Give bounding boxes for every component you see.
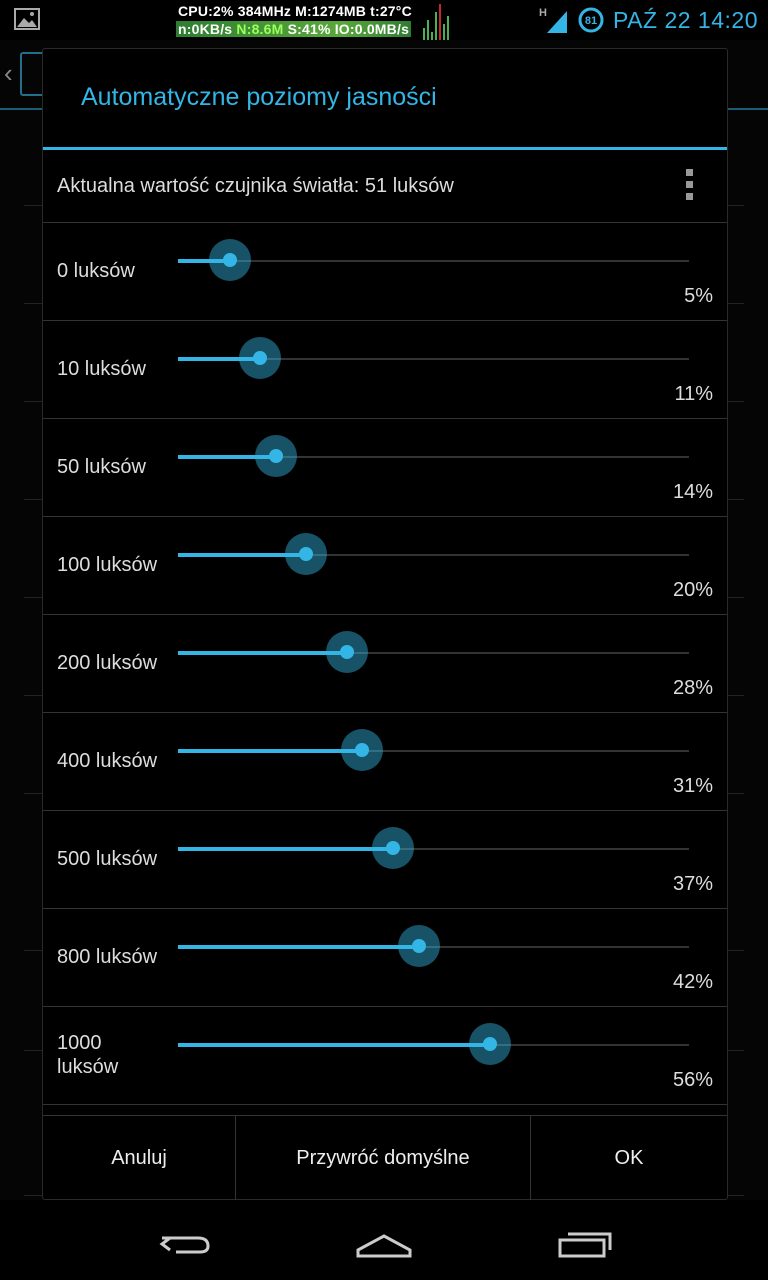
slider-fill: [178, 259, 230, 263]
slider-thumb[interactable]: [341, 729, 383, 771]
battery-icon: 81: [578, 7, 604, 33]
slider-thumb[interactable]: [209, 239, 251, 281]
level-lux-label: 100 luksów: [57, 554, 158, 576]
title-divider: [43, 147, 727, 150]
slider-fill: [178, 651, 347, 655]
level-lux-label: 0 luksów: [57, 260, 135, 282]
monitor-line-1: CPU:2% 384MHz M:1274MB t:27°C: [178, 3, 412, 19]
brightness-slider[interactable]: [178, 729, 689, 771]
network-type-label: H: [539, 7, 547, 19]
brightness-level-row: 500 luksów 37%: [43, 811, 727, 909]
slider-thumb-dot: [223, 253, 237, 267]
activity-graph-icon: [423, 4, 449, 40]
brightness-level-row: 1000 luksów 56%: [43, 1007, 727, 1105]
slider-fill: [178, 945, 419, 949]
slider-thumb[interactable]: [326, 631, 368, 673]
back-icon[interactable]: [156, 1222, 216, 1262]
home-icon[interactable]: [354, 1222, 414, 1262]
level-lux-label: 1000 luksów: [57, 1032, 119, 1078]
level-percent-label: 56%: [672, 1069, 713, 1091]
status-bar: CPU:2% 384MHz M:1274MB t:27°C n:0KB/s N:…: [0, 0, 768, 40]
level-percent-label: 11%: [674, 383, 713, 405]
level-percent-label: 37%: [672, 873, 713, 895]
slider-fill: [178, 1043, 490, 1047]
restore-defaults-button[interactable]: Przywróć domyślne: [236, 1116, 531, 1200]
slider-thumb-dot: [269, 449, 283, 463]
slider-thumb[interactable]: [255, 435, 297, 477]
signal-icon: H: [539, 7, 568, 33]
level-lux-label: 10 luksów: [57, 358, 146, 380]
brightness-slider[interactable]: [178, 435, 689, 477]
recent-apps-icon[interactable]: [556, 1222, 616, 1262]
slider-thumb[interactable]: [398, 925, 440, 967]
level-lux-label: 500 luksów: [57, 848, 158, 870]
slider-thumb-dot: [355, 743, 369, 757]
brightness-slider[interactable]: [178, 533, 689, 575]
status-icons: H 81 PAŹ 22 14:20: [539, 0, 758, 40]
level-percent-label: 42%: [672, 971, 713, 993]
brightness-level-row: 10 luksów 11%: [43, 321, 727, 419]
brightness-level-row: 400 luksów 31%: [43, 713, 727, 811]
level-percent-label: 14%: [672, 481, 713, 503]
sensor-value-text: Aktualna wartość czujnika światła: 51 lu…: [57, 175, 454, 197]
level-lux-label: 800 luksów: [57, 946, 158, 968]
slider-thumb-dot: [299, 547, 313, 561]
slider-thumb[interactable]: [372, 827, 414, 869]
cancel-button[interactable]: Anuluj: [43, 1116, 236, 1200]
navigation-bar: [0, 1200, 768, 1280]
slider-fill: [178, 749, 362, 753]
overflow-menu-icon[interactable]: [679, 169, 699, 205]
brightness-level-row: 0 luksów 5%: [43, 223, 727, 321]
level-lux-label: 200 luksów: [57, 652, 158, 674]
slider-fill: [178, 553, 306, 557]
level-percent-label: 31%: [672, 775, 713, 797]
brightness-levels-dialog: Automatyczne poziomy jasności Aktualna w…: [42, 48, 728, 1200]
slider-thumb-dot: [253, 351, 267, 365]
brightness-slider[interactable]: [178, 239, 689, 281]
brightness-slider[interactable]: [178, 631, 689, 673]
monitor-line-2: n:0KB/s N:8.6M S:41% IO:0.0MB/s: [176, 21, 412, 37]
slider-fill: [178, 847, 393, 851]
slider-thumb-dot: [340, 645, 354, 659]
slider-thumb[interactable]: [469, 1023, 511, 1065]
gallery-notification-icon: [14, 8, 40, 30]
system-monitor-widget: CPU:2% 384MHz M:1274MB t:27°C n:0KB/s N:…: [174, 2, 454, 40]
brightness-level-row: 800 luksów 42%: [43, 909, 727, 1007]
monitor-net-in: n:0KB/s: [178, 21, 237, 37]
up-caret-icon: ‹: [4, 58, 13, 88]
slider-thumb-dot: [412, 939, 426, 953]
level-lux-label: 400 luksów: [57, 750, 158, 772]
sensor-value-row: Aktualna wartość czujnika światła: 51 lu…: [43, 151, 727, 223]
slider-thumb[interactable]: [239, 337, 281, 379]
slider-fill: [178, 357, 260, 361]
brightness-slider[interactable]: [178, 1023, 689, 1065]
slider-fill: [178, 455, 276, 459]
monitor-net-total: N:8.6M: [236, 21, 284, 37]
level-percent-label: 28%: [672, 677, 713, 699]
monitor-storage: S:41% IO:0.0MB/s: [283, 21, 410, 37]
brightness-level-row: 100 luksów 20%: [43, 517, 727, 615]
brightness-slider[interactable]: [178, 925, 689, 967]
dialog-button-bar: Anuluj Przywróć domyślne OK: [43, 1115, 727, 1200]
ok-button[interactable]: OK: [614, 1146, 644, 1169]
level-percent-label: 20%: [672, 579, 713, 601]
brightness-slider[interactable]: [178, 827, 689, 869]
dialog-title: Automatyczne poziomy jasności: [81, 83, 437, 111]
level-lux-label: 50 luksów: [57, 456, 146, 478]
brightness-level-row: 50 luksów 14%: [43, 419, 727, 517]
slider-thumb-dot: [386, 841, 400, 855]
brightness-slider[interactable]: [178, 337, 689, 379]
slider-thumb-dot: [483, 1037, 497, 1051]
level-percent-label: 5%: [684, 285, 713, 307]
clock: PAŹ 22 14:20: [613, 6, 758, 33]
battery-level: 81: [585, 15, 597, 27]
slider-thumb[interactable]: [285, 533, 327, 575]
brightness-level-row: 200 luksów 28%: [43, 615, 727, 713]
